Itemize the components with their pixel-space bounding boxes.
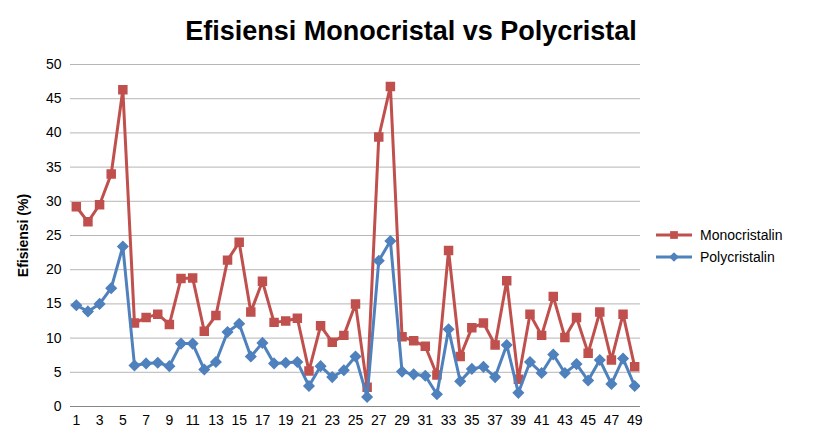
svg-text:17: 17 [255,412,271,428]
html-text:Efisiensi Monocristal vs Polyc: Efisiensi Monocristal vs Polycristal [185,16,637,46]
svg-text:37: 37 [487,412,503,428]
svg-text:25: 25 [348,412,364,428]
svg-text:50: 50 [46,56,62,72]
svg-text:45: 45 [580,412,596,428]
svg-text:47: 47 [604,412,620,428]
svg-text:33: 33 [441,412,457,428]
svg-text:35: 35 [464,412,480,428]
svg-text:9: 9 [165,412,173,428]
svg-text:11: 11 [185,412,200,428]
svg-text:39: 39 [511,412,527,428]
svg-text:49: 49 [627,412,643,428]
svg-text:41: 41 [534,412,550,428]
svg-text:15: 15 [46,295,62,311]
svg-text:19: 19 [278,412,294,428]
svg-text:29: 29 [394,412,410,428]
svg-text:13: 13 [208,412,224,428]
svg-text:5: 5 [54,364,62,380]
svg-text:30: 30 [46,193,62,209]
svg-text:10: 10 [46,330,62,346]
svg-text:0: 0 [54,398,62,414]
svg-text:5: 5 [119,412,127,428]
svg-text:21: 21 [301,412,317,428]
svg-text:1: 1 [72,412,80,428]
svg-text:23: 23 [324,412,340,428]
svg-text:40: 40 [46,124,62,140]
svg-text:45: 45 [46,90,62,106]
svg-text:31: 31 [418,412,434,428]
svg-text:15: 15 [231,412,247,428]
html-text:Polycristalin: Polycristalin [700,249,775,265]
svg-text:3: 3 [96,412,104,428]
svg-text:Efisiensi (%): Efisiensi (%) [15,194,31,277]
svg-text:35: 35 [46,159,62,175]
svg-text:20: 20 [46,261,62,277]
svg-text:27: 27 [371,412,387,428]
html-text:Monocristalin: Monocristalin [700,227,783,243]
svg-text:7: 7 [142,412,150,428]
svg-text:43: 43 [557,412,573,428]
svg-text:25: 25 [46,227,62,243]
